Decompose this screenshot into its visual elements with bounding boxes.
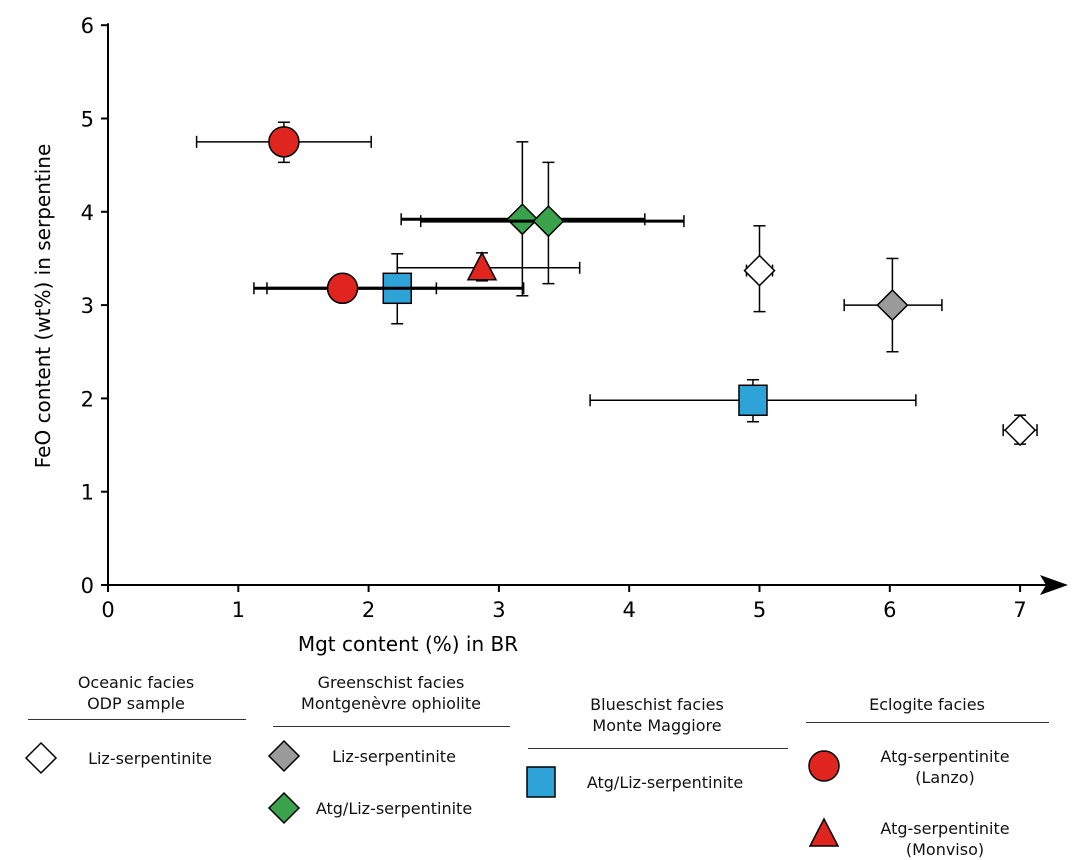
legend-group-title: Blueschist facies Monte Maggiore: [590, 695, 724, 735]
y-tick-label: 1: [81, 481, 94, 505]
x-tick-label: 5: [753, 598, 766, 622]
data-point: [419, 161, 685, 285]
legend-marker: [523, 764, 559, 804]
circle-marker: [326, 272, 359, 305]
diamond-icon: [267, 791, 301, 825]
legend-group-title: Eclogite facies: [869, 695, 985, 714]
y-axis-label: FeO content (wt%) in serpentine: [31, 144, 55, 469]
legend-item-label: Atg/Liz-serpentinite: [586, 773, 744, 792]
legend-item-label: Liz-serpentinite: [332, 747, 456, 766]
y-tick-label: 2: [81, 387, 94, 411]
data-point: [843, 257, 943, 353]
legend-divider: [806, 722, 1049, 723]
legend-group-title: Greenschist facies Montgenèvre ophiolite: [301, 673, 481, 713]
square-marker: [738, 384, 768, 417]
data-point: [396, 251, 581, 282]
y-tick-label: 6: [81, 14, 94, 38]
x-tick-label: 2: [362, 598, 375, 622]
x-tick-label: 3: [492, 598, 505, 622]
y-tick-label: 5: [81, 108, 94, 132]
legend-marker: [266, 790, 302, 830]
square-icon: [526, 766, 556, 798]
y-tick-label: 4: [81, 201, 94, 225]
data-point: [195, 121, 372, 164]
diamond-marker: [506, 203, 539, 236]
data-point: [743, 225, 776, 313]
diamond-marker: [876, 289, 909, 322]
diamond-icon: [267, 739, 301, 773]
circle-marker: [268, 126, 300, 158]
circle-icon: [808, 750, 840, 782]
diamond-marker: [532, 205, 565, 238]
triangle-icon: [808, 817, 840, 847]
diamond-marker: [743, 254, 776, 287]
y-tick-label: 3: [81, 294, 94, 318]
data-point: [1002, 414, 1038, 447]
legend-marker: [23, 740, 59, 780]
triangle-marker: [466, 251, 498, 281]
diamond-icon: [24, 741, 58, 775]
data-point: [400, 141, 646, 297]
x-tick-label: 7: [1013, 598, 1026, 622]
legend-divider: [28, 719, 246, 720]
x-tick-label: 4: [623, 598, 636, 622]
data-point: [253, 272, 438, 305]
diamond-marker: [1004, 414, 1037, 447]
x-tick-label: 6: [883, 598, 896, 622]
legend-item-label: Atg-serpentinite (Monviso): [880, 819, 1010, 859]
axes: 0 1 2 3 4 5 6 7 0 1 2 3 4 5 6: [81, 14, 1068, 622]
legend-divider: [528, 748, 788, 749]
data-marks: [195, 121, 1038, 447]
x-axis-label: Mgt content (%) in BR: [298, 632, 518, 656]
x-tick-label: 0: [101, 598, 114, 622]
legend-group-title: Oceanic facies ODP sample: [77, 673, 195, 713]
legend-item-label: Atg-serpentinite (Lanzo): [880, 747, 1010, 787]
legend-divider: [273, 726, 510, 727]
scatter-chart: 0 1 2 3 4 5 6 7 0 1 2 3 4 5 6 Mgt content (%) in BR Fe…: [31, 14, 1068, 656]
data-point: [589, 378, 917, 423]
y-tick-label: 0: [81, 574, 94, 598]
x-axis-arrow-icon: [1040, 575, 1068, 595]
legend-marker: [266, 738, 302, 778]
legend-marker: [806, 816, 842, 856]
legend-item-label: Atg/Liz-serpentinite: [315, 799, 473, 818]
x-tick-label: 1: [232, 598, 245, 622]
legend-item-label: Liz-serpentinite: [88, 749, 212, 768]
legend-marker: [806, 748, 842, 788]
